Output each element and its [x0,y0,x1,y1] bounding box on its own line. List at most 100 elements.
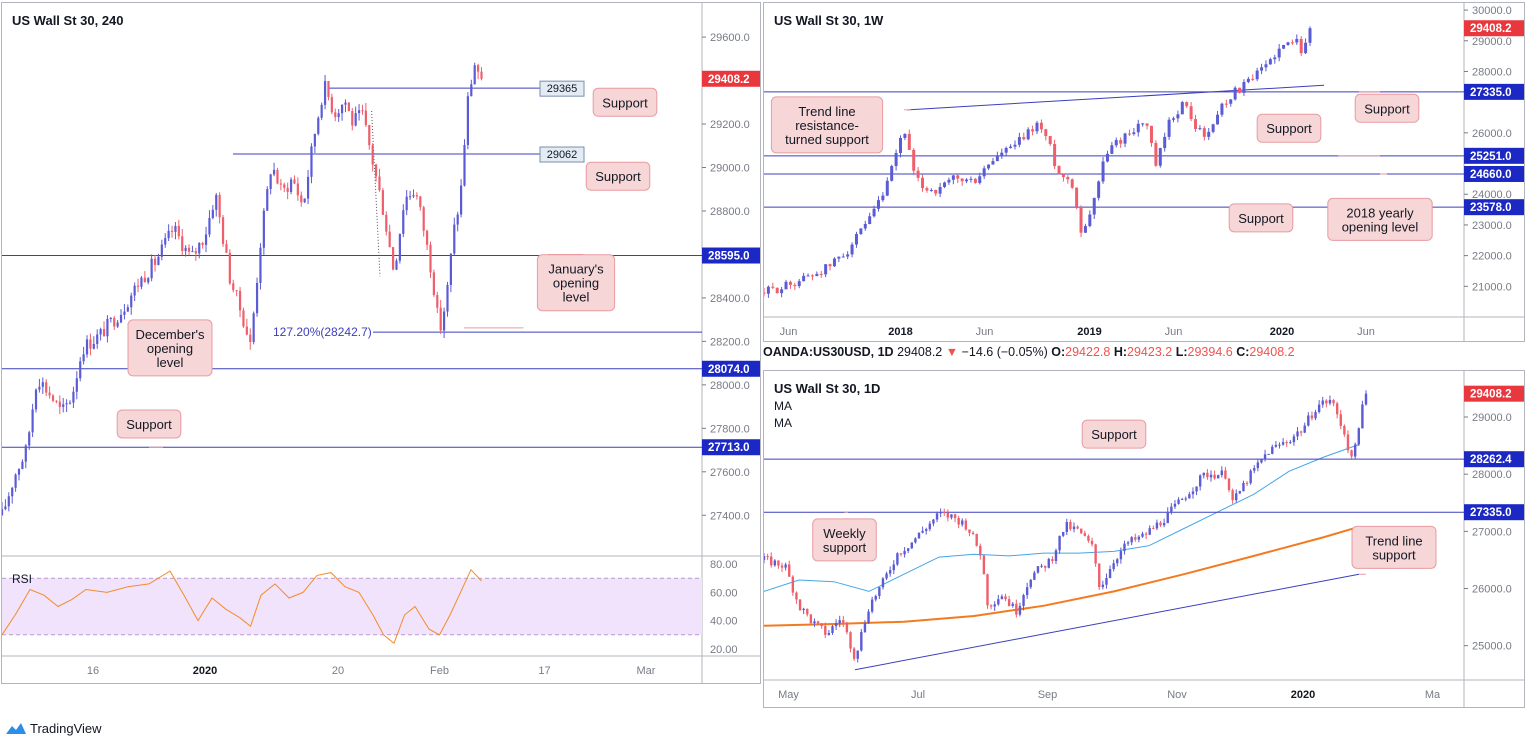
candle-body [892,564,895,571]
candle-body [187,247,191,252]
candle-body [245,326,248,335]
candle-body [408,196,412,198]
rsi-y-tick-label: 60.00 [710,587,738,599]
candle-body [806,275,810,277]
candle-body [1148,528,1151,535]
candle-body [1251,78,1255,80]
candle-body [361,110,364,112]
candle-body [1022,137,1026,140]
candle-body [1238,491,1242,494]
level-price-label: 28262.4 [1470,454,1512,466]
candle-body [4,506,7,510]
candle-body [476,65,480,72]
last-price-label-bg [1464,20,1524,37]
candle-body [1108,569,1112,579]
candle-body [371,145,374,165]
candle-body [1299,431,1303,433]
candle-body [1299,38,1303,54]
candle-body [1070,179,1074,188]
x-tick-label: 2020 [1270,326,1294,338]
candle-body [99,329,102,335]
candle-body [204,234,208,245]
candle-body [1206,472,1209,478]
candle-body [252,313,255,342]
candle-body [1317,404,1321,413]
candle-body [863,223,867,229]
candle-body [422,207,425,231]
candle-body [1123,133,1127,144]
candle-body [283,184,286,188]
level-price-label-bg [1464,199,1524,216]
candle-body [1119,551,1123,560]
candle-body [939,512,942,514]
low-value: 29394.6 [1187,345,1233,359]
candle-body [167,230,170,239]
candle-body [1264,64,1268,68]
candle-body [1018,605,1022,615]
candle-body [834,623,838,627]
candle-body [1136,123,1140,133]
candle-body [1245,482,1249,484]
ma-label-2: MA [774,416,792,430]
candle-body [795,592,798,600]
candle-body [1295,38,1299,43]
x-tick-label: Jun [1165,326,1183,338]
candle-body [987,164,991,169]
candle-body [374,164,378,177]
candle-body [860,631,863,651]
y-tick-label: 27800.0 [710,423,750,435]
candle-body [242,310,245,327]
y-tick-label: 26000.0 [1472,584,1512,596]
candle-body [11,487,14,497]
candle-body [1260,67,1264,71]
candle-body [208,217,211,235]
y-tick-label: 28000.0 [710,380,750,392]
candle-body [837,256,841,259]
candle-body [910,542,913,549]
candle-body [385,214,388,232]
candle-body [788,564,791,577]
candle-body [1353,444,1357,457]
y-tick-label: 29000.0 [1472,36,1512,48]
level-price-label-bg [702,247,760,264]
candle-body [1273,57,1277,60]
candle-body [1194,119,1198,130]
candle-body [310,146,313,177]
candle-body [82,354,85,362]
level-price-label: 27335.0 [1470,507,1512,519]
candle-body [1292,436,1296,443]
candle-body [1191,491,1195,495]
candle-body [867,611,870,624]
level-price-label: 23578.0 [1470,202,1512,214]
y-tick-label: 23000.0 [1472,220,1512,232]
candle-body [1202,128,1206,137]
candle-body [943,182,947,188]
candle-body [1185,102,1189,107]
candle-body [1233,87,1237,100]
candle-body [1088,214,1092,227]
y-tick-label: 27600.0 [710,467,750,479]
candle-body [791,576,795,593]
candle-body [1281,442,1285,445]
candle-body [130,295,133,308]
rsi-y-tick-label: 80.00 [710,559,738,571]
candle-body [828,264,832,267]
candle-body [894,153,898,166]
level-price-label-bg [1464,165,1524,182]
candle-body [950,514,953,518]
candle-body [351,111,354,126]
candle-body [975,534,978,546]
y-tick-label: 29000.0 [710,162,750,174]
candle-body [766,556,769,558]
candle-body [846,254,850,257]
candle-body [1346,434,1350,451]
candle-body [1263,454,1267,460]
candle-body [68,402,72,404]
candle-body [2,509,4,516]
y-tick-label: 29600.0 [710,32,750,44]
annotation-note-text: Weekly [823,526,866,541]
x-tick-label: Ma [1425,689,1441,701]
candle-body [1051,559,1054,562]
candle-body [286,187,289,192]
candle-body [1285,442,1288,444]
